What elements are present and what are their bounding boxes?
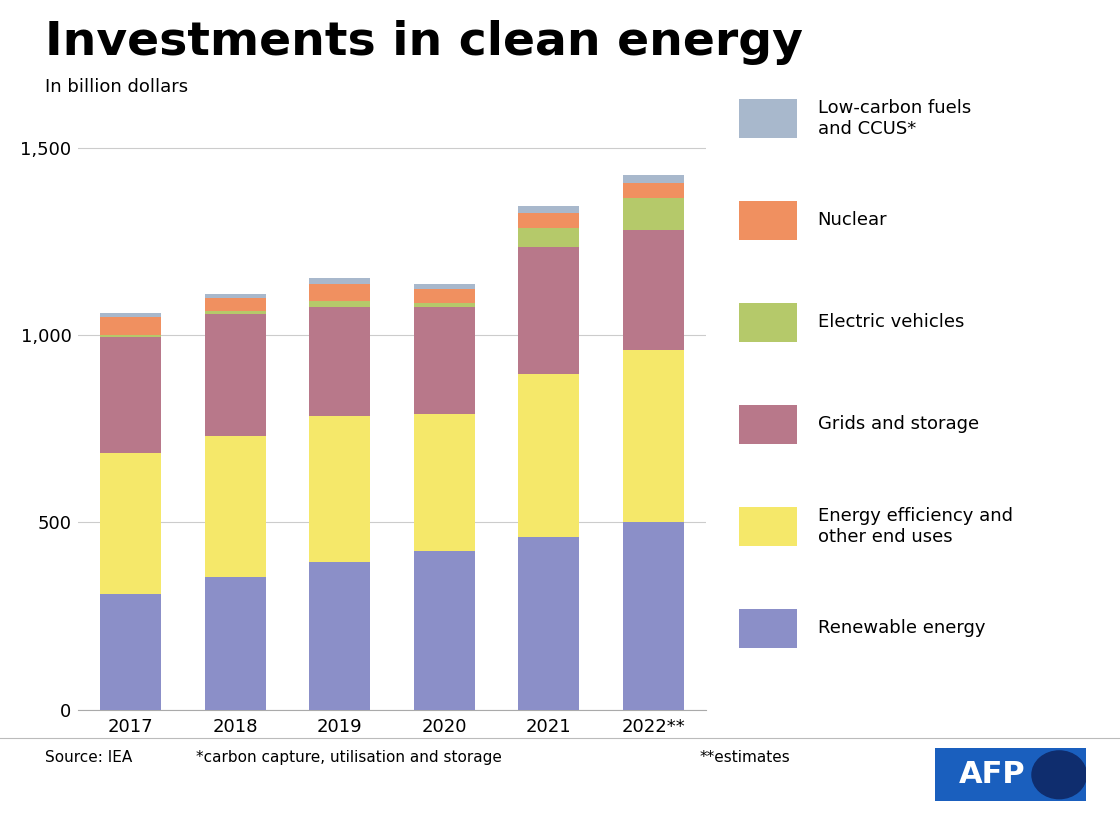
Bar — [414, 304, 475, 307]
Text: Renewable energy: Renewable energy — [818, 619, 986, 637]
Bar — [519, 213, 579, 228]
Bar — [205, 577, 265, 710]
Bar — [519, 538, 579, 710]
Text: Investments in clean energy: Investments in clean energy — [45, 20, 803, 65]
Text: Electric vehicles: Electric vehicles — [818, 313, 964, 331]
Text: Source: IEA: Source: IEA — [45, 750, 132, 765]
Bar — [205, 437, 265, 577]
Bar — [309, 307, 370, 415]
Text: **estimates: **estimates — [700, 750, 791, 765]
Circle shape — [1032, 751, 1086, 799]
Bar — [623, 184, 683, 198]
Text: Nuclear: Nuclear — [818, 211, 887, 229]
Bar — [414, 289, 475, 304]
Bar — [519, 375, 579, 538]
Bar — [101, 594, 161, 710]
Text: AFP: AFP — [960, 761, 1026, 789]
Bar — [205, 312, 265, 314]
FancyBboxPatch shape — [935, 748, 1086, 801]
Bar — [101, 453, 161, 594]
Bar — [519, 228, 579, 247]
Text: Energy efficiency and
other end uses: Energy efficiency and other end uses — [818, 507, 1012, 546]
Bar — [309, 562, 370, 710]
Bar — [414, 307, 475, 414]
Bar — [101, 313, 161, 317]
Text: Grids and storage: Grids and storage — [818, 415, 979, 433]
Text: Low-carbon fuels
and CCUS*: Low-carbon fuels and CCUS* — [818, 99, 971, 138]
Bar — [623, 198, 683, 230]
Bar — [623, 350, 683, 522]
Bar — [101, 317, 161, 335]
Bar — [205, 294, 265, 299]
Bar — [101, 337, 161, 453]
Bar — [519, 247, 579, 375]
Bar — [519, 206, 579, 213]
Bar — [623, 522, 683, 710]
Bar — [623, 175, 683, 184]
Bar — [309, 415, 370, 562]
Bar — [205, 299, 265, 312]
Bar — [309, 277, 370, 285]
Bar — [414, 551, 475, 710]
Text: In billion dollars: In billion dollars — [45, 78, 188, 95]
Bar — [414, 285, 475, 289]
Text: *carbon capture, utilisation and storage: *carbon capture, utilisation and storage — [196, 750, 502, 765]
Bar — [309, 301, 370, 307]
Bar — [101, 335, 161, 337]
Bar — [414, 414, 475, 551]
Bar — [309, 285, 370, 301]
Bar — [205, 314, 265, 437]
Bar — [623, 230, 683, 350]
